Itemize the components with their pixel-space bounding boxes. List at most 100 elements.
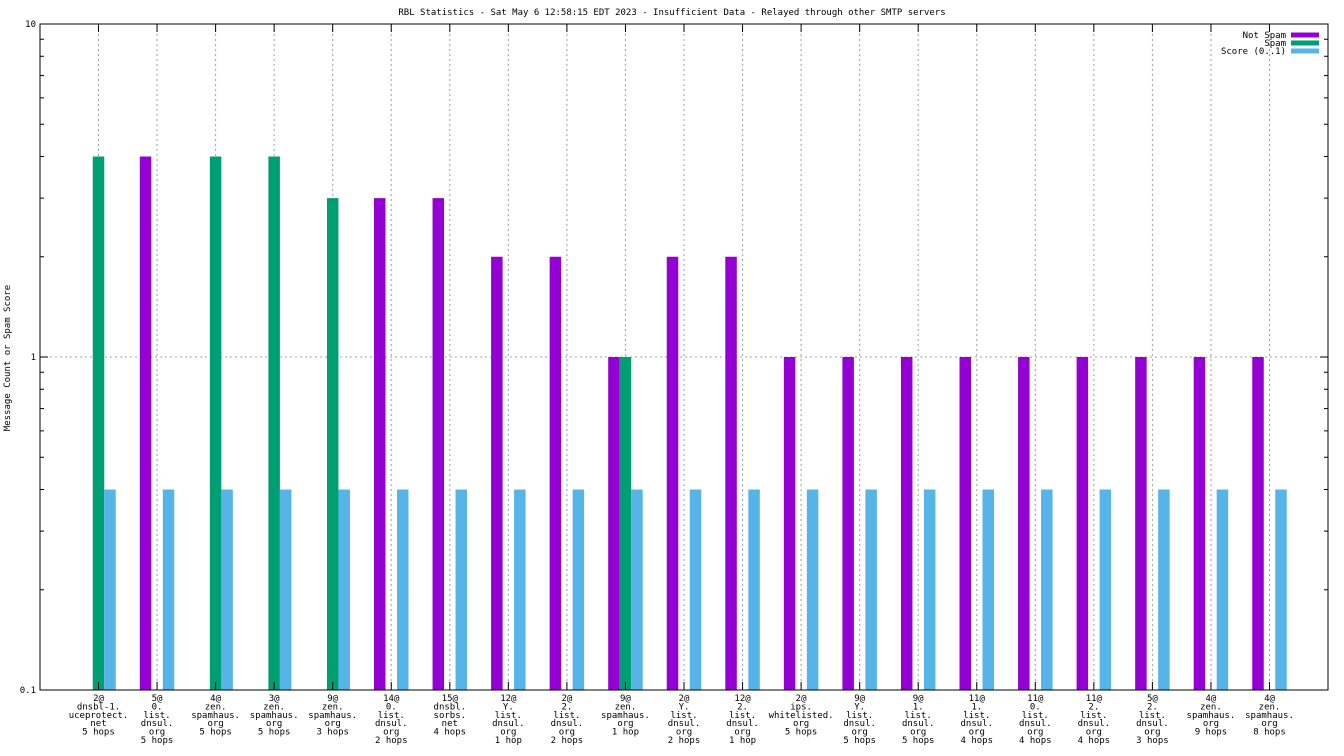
category-label-line: dnsbl-1.	[77, 702, 120, 712]
category-label-line: dnsul.	[960, 719, 993, 729]
category-label-line: 1.	[971, 702, 982, 712]
category-label-line: 14@	[383, 694, 400, 704]
legend-label: Not Spam	[1243, 31, 1286, 41]
category-label-line: 9 hops	[1195, 728, 1228, 738]
category-label-line: dnsbl.	[434, 702, 467, 712]
category-label-line: org	[1203, 719, 1219, 729]
legend-label: Score (0..1)	[1221, 47, 1286, 57]
category-label-line: 2@	[679, 694, 690, 704]
category-label-line: 5@	[152, 694, 163, 704]
bar-not-spam	[725, 256, 737, 690]
bar-score-0-1	[338, 489, 350, 690]
category-label-line: uceprotect.	[69, 711, 129, 721]
y-tick-label: 0.1	[20, 686, 36, 696]
y-tick-label: 10	[25, 20, 36, 30]
category-label-line: 2.	[1147, 702, 1158, 712]
category-label-line: 9@	[620, 694, 631, 704]
category-label-line: 11@	[1086, 694, 1103, 704]
category-label-line: org	[207, 719, 223, 729]
grid-lines	[40, 24, 1328, 690]
category-label: 9@ zen. spamhaus. org 3 hops	[308, 694, 357, 738]
category-label: 2@ dnsbl-1. uceprotect. net 5 hops	[69, 694, 129, 738]
legend-label: Spam	[1264, 39, 1286, 49]
category-label: 12@ Y. list. dnsul. org 1 hop	[492, 694, 525, 746]
bar-score-0-1	[1041, 489, 1053, 690]
category-label-line: org	[325, 719, 341, 729]
category-label-line: org	[734, 728, 750, 738]
category-label-line: 8 hops	[1253, 728, 1286, 738]
category-label-line: 12@	[734, 694, 751, 704]
category-label-line: 3 hops	[316, 728, 349, 738]
category-label: 11@ 1. list. dnsul. org 4 hops	[960, 694, 993, 746]
category-label-line: 0.	[386, 702, 397, 712]
bar-not-spam	[139, 156, 152, 690]
category-label: 9@ zen. spamhaus. org 1 hop	[601, 694, 650, 738]
bar-score-0-1	[397, 489, 409, 690]
bar-score-0-1	[689, 489, 702, 690]
category-label-line: 1.	[913, 702, 924, 712]
category-label-line: org	[910, 728, 926, 738]
category-label-line: 11@	[969, 694, 986, 704]
bar-not-spam	[1135, 357, 1147, 690]
legend-swatch	[1291, 32, 1319, 38]
category-label-line: zen.	[322, 702, 344, 712]
bar-score-0-1	[221, 489, 233, 690]
category-label-line: org	[617, 719, 633, 729]
category-label-line: 5 hops	[199, 728, 232, 738]
category-label-line: spamhaus.	[191, 711, 240, 721]
category-label-line: 3 hops	[1136, 736, 1169, 746]
category-label-line: dnsul.	[726, 719, 759, 729]
bar-not-spam	[1252, 357, 1264, 690]
category-label-line: dnsul.	[492, 719, 525, 729]
category-label-line: 15@	[442, 694, 459, 704]
category-label-line: 4@	[1206, 694, 1217, 704]
category-label-line: dnsul.	[902, 719, 935, 729]
category-label: 2@ 2. list. dnsul. org 2 hops	[551, 694, 584, 746]
category-label-line: zen.	[1259, 702, 1281, 712]
category-label-line: spamhaus.	[601, 711, 650, 721]
category-label-line: Y.	[679, 702, 690, 712]
category-label-line: org	[1027, 728, 1043, 738]
category-label-line: 2.	[1088, 702, 1099, 712]
category-label-line: 5 hops	[82, 728, 115, 738]
category-label-line: 1 hop	[612, 728, 639, 738]
category-label-line: zen.	[263, 702, 285, 712]
category-label-line: 4@	[1264, 694, 1275, 704]
category-label-line: 2@	[796, 694, 807, 704]
category-label-line: 5@	[1147, 694, 1158, 704]
category-label: 14@ 0. list. dnsul. org 2 hops	[375, 694, 408, 746]
bar-spam	[209, 156, 222, 690]
category-label-line: 4 hops	[434, 728, 467, 738]
category-label-line: whitelisted.	[769, 711, 834, 721]
category-label-line: dnsul.	[551, 719, 584, 729]
category-label-line: list.	[553, 711, 580, 721]
category-label-line: 1 hop	[729, 736, 756, 746]
category-label-line: spamhaus.	[1187, 711, 1236, 721]
category-label: 2@ Y. list. dnsul. org 2 hops	[668, 694, 701, 746]
category-label-line: 4 hops	[1078, 736, 1111, 746]
category-label-line: dnsul.	[1136, 719, 1169, 729]
category-label-line: ips.	[790, 702, 812, 712]
bar-not-spam	[959, 357, 971, 690]
bar-not-spam	[666, 256, 679, 690]
bar-score-0-1	[1158, 489, 1170, 690]
category-label-line: spamhaus.	[250, 711, 299, 721]
category-label-line: org	[559, 728, 575, 738]
bar-not-spam	[1076, 357, 1089, 690]
category-label-line: 2 hops	[375, 736, 408, 746]
category-label-line: org	[383, 728, 399, 738]
category-label-line: list.	[963, 711, 990, 721]
category-label-line: list.	[729, 711, 756, 721]
category-label-line: 9@	[327, 694, 338, 704]
category-label-line: zen.	[615, 702, 637, 712]
bar-not-spam	[1193, 357, 1206, 690]
category-label: 9@ 1. list. dnsul. org 5 hops	[902, 694, 935, 746]
category-label: 4@ zen. spamhaus. org 9 hops	[1187, 694, 1236, 738]
category-label-line: org	[969, 728, 985, 738]
category-label-line: dnsul.	[141, 719, 174, 729]
category-label-line: list.	[1022, 711, 1049, 721]
y-tick-label: 1	[31, 353, 36, 363]
category-label-line: zen.	[205, 702, 227, 712]
category-label-line: org	[793, 719, 809, 729]
bar-score-0-1	[865, 489, 877, 690]
